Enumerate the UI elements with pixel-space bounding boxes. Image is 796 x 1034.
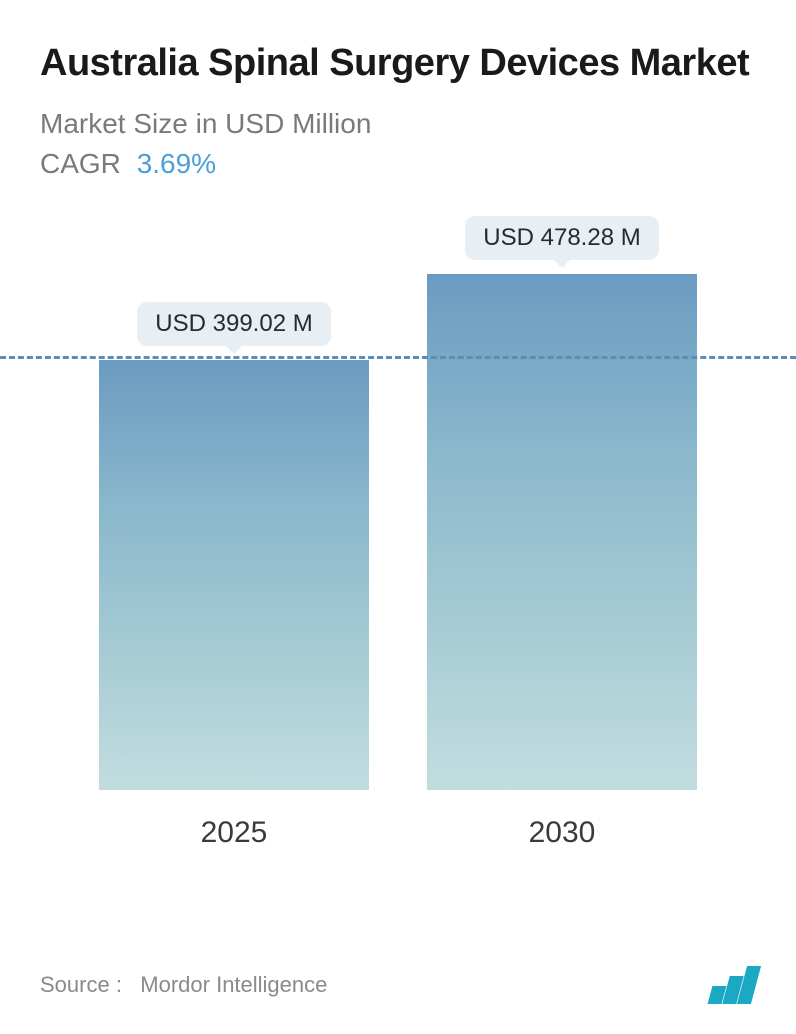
x-label-2025: 2025 — [99, 816, 369, 850]
mordor-logo-icon — [710, 966, 756, 1004]
cagr-row: CAGR 3.69% — [40, 148, 756, 180]
x-axis-labels: 2025 2030 — [40, 816, 756, 850]
source-attribution: Source : Mordor Intelligence — [40, 972, 327, 998]
reference-line — [0, 356, 796, 359]
bar-2030 — [427, 274, 697, 790]
bar-2025 — [99, 360, 369, 790]
chart-area: USD 399.02 M USD 478.28 M 2025 2030 — [40, 230, 756, 850]
value-label-2030: USD 478.28 M — [465, 216, 658, 260]
bars-container: USD 399.02 M USD 478.28 M — [40, 230, 756, 790]
bar-group-2025: USD 399.02 M — [99, 302, 369, 790]
source-name: Mordor Intelligence — [140, 972, 327, 997]
chart-title: Australia Spinal Surgery Devices Market — [40, 40, 756, 88]
value-label-2025: USD 399.02 M — [137, 302, 330, 346]
cagr-value: 3.69% — [137, 148, 216, 179]
chart-subtitle: Market Size in USD Million — [40, 108, 756, 140]
source-prefix: Source : — [40, 972, 122, 997]
bar-group-2030: USD 478.28 M — [427, 216, 697, 790]
footer: Source : Mordor Intelligence — [40, 966, 756, 1004]
cagr-label: CAGR — [40, 148, 121, 179]
x-label-2030: 2030 — [427, 816, 697, 850]
